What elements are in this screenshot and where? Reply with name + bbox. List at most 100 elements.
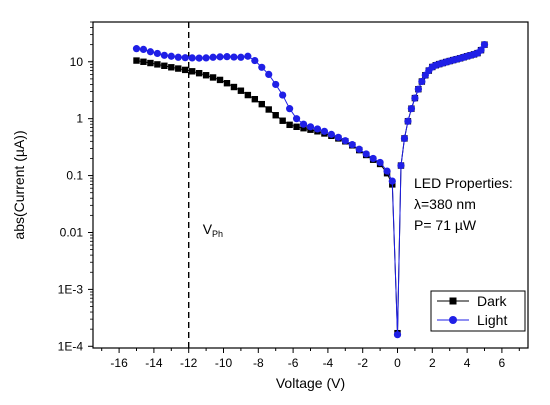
data-point xyxy=(286,121,293,129)
x-axis-title: Voltage (V) xyxy=(276,375,345,391)
x-tick-label: -2 xyxy=(357,356,368,370)
data-point xyxy=(388,177,396,185)
data-point xyxy=(404,117,412,125)
data-point xyxy=(272,112,279,119)
data-point xyxy=(341,137,349,145)
x-tick-label: 4 xyxy=(464,356,471,370)
y-axis-title: abs(Current (µA)) xyxy=(11,130,27,239)
y-tick-label: 1E-4 xyxy=(58,339,84,353)
data-point xyxy=(168,64,175,71)
data-point xyxy=(182,66,189,74)
data-point xyxy=(153,49,161,58)
data-point xyxy=(202,72,210,79)
y-tick-label: 0.1 xyxy=(66,169,83,183)
data-point xyxy=(209,74,217,81)
y-tick-label: 0.01 xyxy=(60,225,84,239)
x-tick-label: 6 xyxy=(499,356,506,370)
vph-label-main: V xyxy=(203,221,213,237)
data-point xyxy=(174,53,182,61)
data-point xyxy=(272,80,280,89)
data-point xyxy=(188,68,196,75)
data-point xyxy=(140,58,147,65)
y-tick-label: 1E-3 xyxy=(58,282,84,296)
data-point xyxy=(175,65,182,72)
data-point xyxy=(139,45,148,53)
data-point xyxy=(313,125,322,133)
data-point xyxy=(251,95,259,103)
data-point xyxy=(161,62,168,69)
data-point xyxy=(265,70,273,78)
x-tick-label: -6 xyxy=(288,356,299,370)
data-point xyxy=(167,52,175,60)
data-point xyxy=(237,87,245,94)
data-point xyxy=(216,76,224,84)
data-point xyxy=(132,45,141,53)
legend-label: Light xyxy=(477,312,507,328)
data-point xyxy=(279,91,287,99)
data-point xyxy=(293,123,300,130)
x-tick-label: 0 xyxy=(394,356,401,370)
y-tick-label: 1 xyxy=(76,112,83,126)
data-point xyxy=(258,63,266,71)
x-tick-label: -14 xyxy=(145,356,163,370)
legend-box xyxy=(430,290,526,332)
y-tick-label: 10 xyxy=(70,55,84,69)
data-point xyxy=(181,54,189,62)
x-tick-label: 2 xyxy=(429,356,436,370)
data-point xyxy=(237,53,245,61)
legend-marker xyxy=(449,297,457,305)
data-point xyxy=(188,54,196,62)
data-point xyxy=(383,167,391,175)
data-point xyxy=(265,106,272,113)
led-properties-line: λ=380 nm xyxy=(414,196,476,212)
data-point xyxy=(133,57,140,64)
data-point xyxy=(400,134,409,143)
data-point xyxy=(223,80,231,87)
data-point xyxy=(300,125,307,132)
data-point xyxy=(292,115,301,123)
data-point xyxy=(418,77,426,86)
x-tick-label: -4 xyxy=(323,356,334,370)
data-point xyxy=(393,331,402,339)
led-properties-line: P= 71 µW xyxy=(414,217,477,233)
data-point xyxy=(195,54,203,62)
text-layer: Voltage (V) abs(Current (µA)) LED Properti… xyxy=(11,130,513,391)
series-light xyxy=(132,41,489,339)
led-properties-line: LED Properties: xyxy=(414,175,513,191)
series-layer xyxy=(132,41,489,339)
vph-label-sub: Ph xyxy=(212,229,223,239)
data-point xyxy=(355,145,363,153)
data-point xyxy=(147,59,154,67)
data-point xyxy=(223,53,231,61)
data-point xyxy=(407,105,416,113)
data-point xyxy=(279,117,286,124)
data-point xyxy=(477,46,485,54)
data-point xyxy=(362,150,370,158)
data-point xyxy=(160,51,168,59)
data-point xyxy=(348,141,356,149)
data-point xyxy=(258,100,265,108)
data-point xyxy=(286,105,294,113)
data-point xyxy=(230,83,238,91)
data-point xyxy=(216,53,224,61)
x-tick-label: -8 xyxy=(253,356,264,370)
data-point xyxy=(244,91,252,99)
data-point xyxy=(230,53,238,61)
data-point xyxy=(334,133,342,141)
ticks: -16 -14 -12 -10 -8 -6 -4 -2 0 2 4 6 1E-4 1E-3 0.01 0.1 1… xyxy=(58,21,520,370)
data-point xyxy=(414,85,422,93)
data-point xyxy=(244,52,252,60)
legend-marker xyxy=(449,316,457,324)
data-point xyxy=(154,61,161,68)
data-point xyxy=(146,48,155,56)
data-point xyxy=(327,130,335,138)
legend-label: Dark xyxy=(477,293,508,309)
data-point xyxy=(369,154,377,163)
data-point xyxy=(376,158,384,167)
x-tick-label: -16 xyxy=(110,356,128,370)
data-point xyxy=(306,123,315,131)
data-point xyxy=(320,127,329,135)
legend: Dark Light xyxy=(430,290,526,332)
